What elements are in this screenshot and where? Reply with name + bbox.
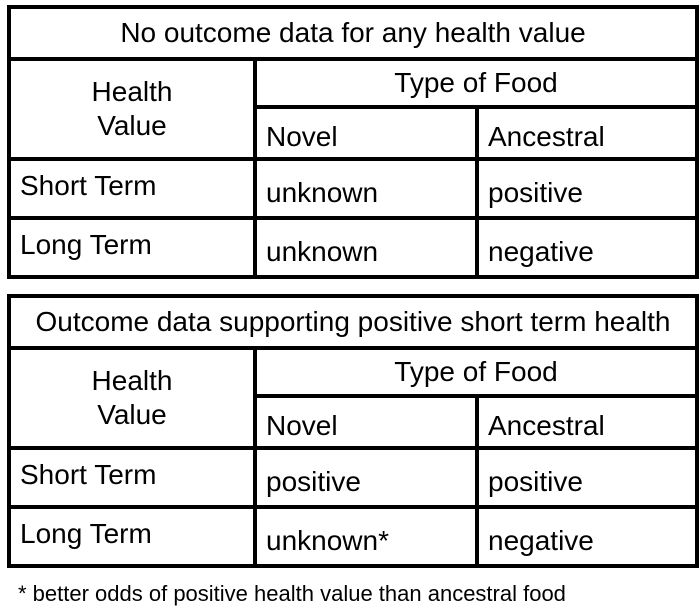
row-label-short-term: Short Term [7, 157, 257, 220]
column-group-row: Health Value Type of Food [7, 346, 699, 450]
table-title: No outcome data for any health value [6, 5, 700, 61]
cell-short-term-novel: unknown [253, 157, 479, 220]
column-headers-row: Novel Ancestral [9, 394, 699, 450]
health-value-line-2: Value [97, 399, 167, 430]
column-header-novel: Novel [253, 394, 479, 450]
health-value-header: Health Value [7, 57, 257, 161]
table-row-short-term: Short Term positive positive [7, 446, 699, 509]
health-value-line-1: Health [91, 76, 173, 108]
table-row-short-term: Short Term unknown positive [7, 157, 700, 220]
type-of-food-header: Type of Food [253, 346, 699, 398]
footnote: * better odds of positive health value t… [18, 581, 566, 606]
type-of-food-header: Type of Food [252, 57, 700, 109]
table-title-row: No outcome data for any health value [6, 5, 700, 61]
cell-short-term-novel: positive [253, 446, 479, 509]
cell-long-term-ancestral: negative [475, 505, 699, 568]
table-title: Outcome data supporting positive short t… [7, 294, 699, 350]
column-headers-row: Novel Ancestral [9, 105, 700, 161]
cell-short-term-ancestral: positive [474, 157, 700, 220]
health-value-line-2: Value [97, 110, 167, 141]
cell-long-term-novel: unknown* [253, 505, 479, 568]
table-title-row: Outcome data supporting positive short t… [7, 294, 699, 350]
column-header-novel: Novel [253, 105, 479, 161]
row-label-short-term: Short Term [7, 446, 257, 509]
health-value-line-1: Health [91, 365, 173, 397]
table-no-outcome-data: No outcome data for any health value Hea… [6, 5, 700, 279]
column-group-row: Health Value Type of Food [7, 57, 700, 161]
column-header-ancestral: Ancestral [474, 105, 700, 161]
cell-long-term-ancestral: negative [474, 216, 700, 279]
row-label-long-term: Long Term [7, 216, 257, 279]
health-value-header: Health Value [7, 346, 257, 450]
cell-long-term-novel: unknown [253, 216, 479, 279]
table-positive-short-term-data: Outcome data supporting positive short t… [7, 294, 699, 568]
cell-short-term-ancestral: positive [475, 446, 699, 509]
table-row-long-term: Long Term unknown negative [7, 216, 700, 279]
table-row-long-term: Long Term unknown* negative [7, 505, 699, 568]
column-header-ancestral: Ancestral [475, 394, 699, 450]
row-label-long-term: Long Term [7, 505, 257, 568]
